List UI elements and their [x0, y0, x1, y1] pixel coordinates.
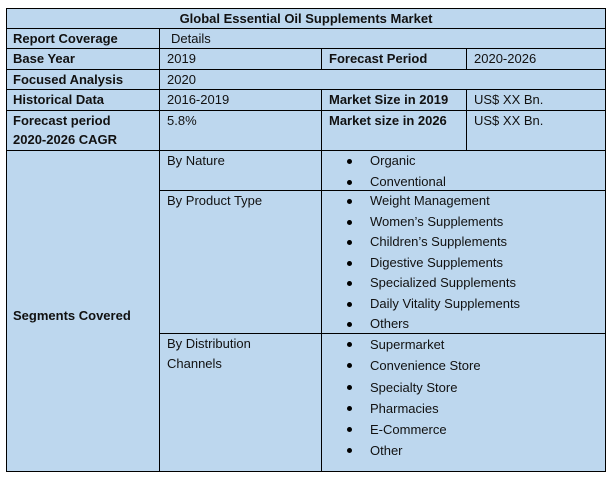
market-size-2026-value: US$ XX Bn. — [474, 113, 544, 128]
bullet-icon — [347, 342, 352, 347]
list-item: Other — [322, 440, 605, 461]
col-divider — [466, 89, 467, 150]
segments-covered-label: Segments Covered — [13, 308, 131, 323]
historical-data-value: 2016-2019 — [167, 92, 230, 107]
list-item: Others — [322, 314, 605, 335]
list-item: Supermarket — [322, 334, 605, 355]
list-item: E-Commerce — [322, 419, 605, 440]
bullet-icon — [347, 179, 352, 185]
market-report-table: Global Essential Oil Supplements Market … — [6, 8, 606, 472]
cagr-label-line2: 2020-2026 CAGR — [13, 132, 118, 147]
list-item: Convenience Store — [322, 355, 605, 376]
nature-list: Organic Conventional — [322, 151, 605, 192]
row-divider — [7, 110, 605, 111]
col-divider — [159, 28, 160, 471]
bullet-icon — [347, 363, 352, 369]
table-title: Global Essential Oil Supplements Market — [179, 11, 433, 26]
list-item: Children’s Supplements — [322, 232, 605, 253]
bullet-icon — [347, 448, 352, 454]
forecast-period-label: Forecast Period — [329, 51, 428, 66]
col-divider — [321, 48, 322, 69]
base-year-value: 2019 — [167, 51, 196, 66]
row-divider — [7, 48, 605, 49]
segment-group-product-type: By Product Type — [167, 193, 263, 208]
focused-analysis-label: Focused Analysis — [13, 72, 124, 87]
cagr-label-line1: Forecast period — [13, 113, 111, 128]
bullet-icon — [347, 219, 352, 225]
list-item: Women’s Supplements — [322, 212, 605, 233]
col-divider — [321, 150, 322, 471]
list-item: Specialty Store — [322, 377, 605, 398]
list-item: Organic — [322, 151, 605, 172]
product-type-list: Weight Management Women’s Supplements Ch… — [322, 191, 605, 335]
base-year-label: Base Year — [13, 51, 75, 66]
list-item: Weight Management — [322, 191, 605, 212]
col-divider — [321, 89, 322, 150]
historical-data-label: Historical Data — [13, 92, 105, 107]
segment-group-distribution-line1: By Distribution — [167, 336, 251, 351]
list-item: Specialized Supplements — [322, 273, 605, 294]
focused-analysis-value: 2020 — [167, 72, 196, 87]
list-item: Daily Vitality Supplements — [322, 294, 605, 315]
segment-group-distribution-line2: Channels — [167, 356, 222, 371]
row-divider — [159, 190, 605, 191]
market-size-2026-label: Market size in 2026 — [329, 113, 447, 128]
bullet-icon — [347, 240, 352, 245]
row-divider — [159, 333, 605, 334]
row-divider — [7, 89, 605, 90]
bullet-icon — [347, 301, 352, 307]
list-item: Digestive Supplements — [322, 253, 605, 274]
distribution-list: Supermarket Convenience Store Specialty … — [322, 334, 605, 462]
bullet-icon — [347, 260, 352, 266]
market-size-2019-value: US$ XX Bn. — [474, 92, 544, 107]
row-divider — [7, 150, 605, 151]
bullet-icon — [347, 322, 352, 327]
market-size-2019-label: Market Size in 2019 — [329, 92, 449, 107]
product-type-list-container: Weight Management Women’s Supplements Ch… — [322, 191, 605, 335]
list-item: Pharmacies — [322, 398, 605, 419]
bullet-icon — [347, 159, 352, 164]
cagr-value: 5.8% — [167, 113, 197, 128]
row-divider — [7, 69, 605, 70]
bullet-icon — [347, 405, 352, 411]
list-item: Conventional — [322, 172, 605, 193]
distribution-list-container: Supermarket Convenience Store Specialty … — [322, 334, 605, 462]
bullet-icon — [347, 281, 352, 286]
col-divider — [466, 48, 467, 69]
bullet-icon — [347, 427, 352, 433]
nature-list-container: Organic Conventional — [322, 151, 605, 192]
segment-group-nature: By Nature — [167, 153, 225, 168]
report-coverage-value: Details — [171, 31, 211, 46]
report-coverage-label: Report Coverage — [13, 31, 118, 46]
bullet-icon — [347, 199, 352, 204]
forecast-period-value: 2020-2026 — [474, 51, 537, 66]
bullet-icon — [347, 384, 352, 390]
row-divider — [7, 28, 605, 29]
